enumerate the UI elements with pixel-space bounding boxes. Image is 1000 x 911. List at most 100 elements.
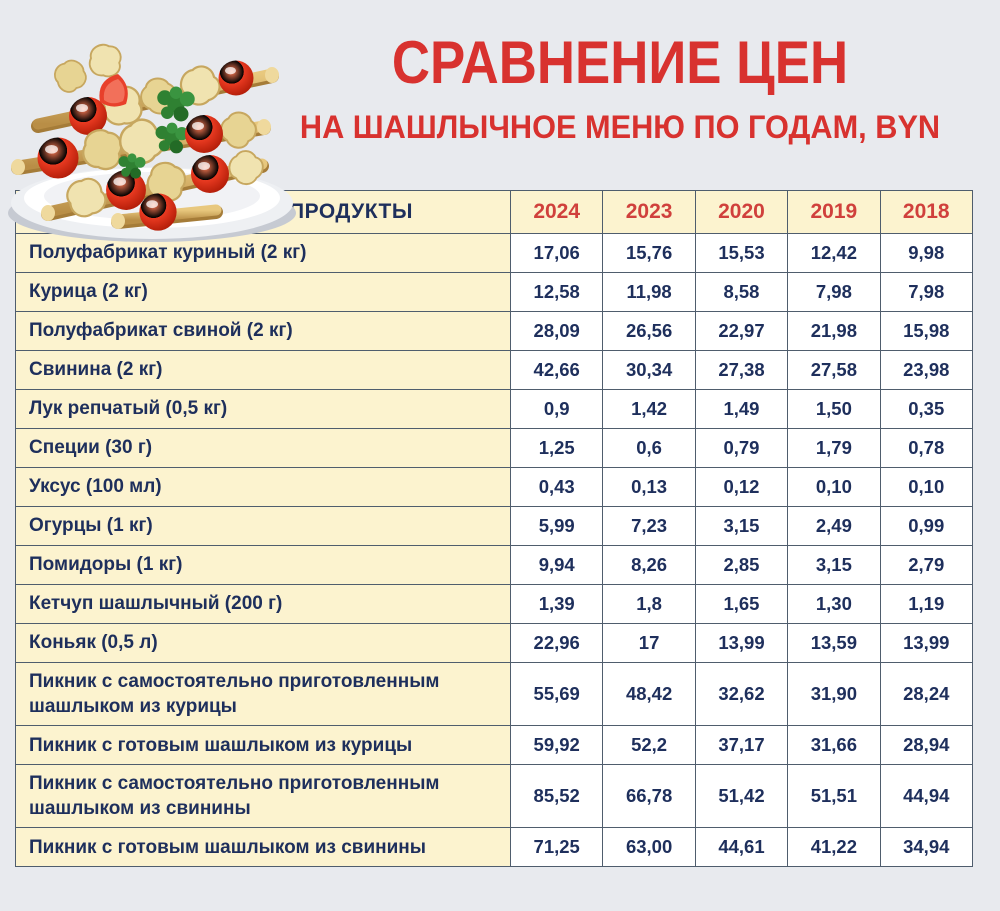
price-cell: 13,99: [694, 623, 789, 663]
price-cell: 31,66: [787, 725, 881, 766]
price-cell: 28,94: [879, 725, 973, 766]
page-subtitle: НА ШАШЛЫЧНОЕ МЕНЮ ПО ГОДАМ, BYN: [299, 109, 941, 145]
price-cell: 21,98: [787, 311, 881, 351]
price-cell: 41,22: [787, 827, 881, 868]
price-cell: 63,00: [602, 827, 696, 868]
price-cell: 0,35: [879, 389, 973, 429]
price-cell: 8,26: [602, 545, 696, 585]
product-cell: Помидоры (1 кг): [15, 545, 511, 585]
price-cell: 15,76: [602, 233, 696, 273]
product-cell: Пикник с самостоятельно приготовленным ш…: [15, 764, 511, 829]
price-cell: 7,98: [879, 272, 973, 312]
price-cell: 37,17: [694, 725, 789, 766]
price-cell: 1,30: [787, 584, 881, 624]
column-header-year-2020: 2020: [694, 190, 789, 234]
product-cell: Пикник с готовым шашлыком из курицы: [15, 725, 511, 766]
price-cell: 11,98: [602, 272, 696, 312]
price-cell: 85,52: [509, 764, 604, 829]
price-cell: 59,92: [509, 725, 604, 766]
product-cell: Огурцы (1 кг): [15, 506, 511, 546]
price-cell: 17: [602, 623, 696, 663]
price-cell: 27,58: [787, 350, 881, 390]
page-title: СРАВНЕНИЕ ЦЕН: [391, 29, 849, 96]
price-cell: 31,90: [787, 661, 881, 727]
table-body: Полуфабрикат куриный (2 кг) 17,06 15,76 15,…: [15, 233, 973, 868]
price-cell: 1,79: [787, 428, 881, 468]
price-cell: 9,98: [879, 233, 973, 273]
table-row: Коньяк (0,5 л) 22,96 17 13,99 13,59 13,99: [15, 623, 973, 663]
price-cell: 28,24: [879, 661, 973, 727]
price-cell: 28,09: [509, 311, 604, 351]
price-cell: 1,50: [787, 389, 881, 429]
column-header-year-2024: 2024: [509, 190, 604, 234]
table-row: Курица (2 кг) 12,58 11,98 8,58 7,98 7,98: [15, 272, 973, 312]
table-row: Огурцы (1 кг) 5,99 7,23 3,15 2,49 0,99: [15, 506, 973, 546]
price-cell: 52,2: [602, 725, 696, 766]
price-cell: 1,39: [509, 584, 604, 624]
price-cell: 1,8: [602, 584, 696, 624]
product-cell: Полуфабрикат куриный (2 кг): [15, 233, 511, 273]
price-cell: 71,25: [509, 827, 604, 868]
product-cell: Уксус (100 мл): [15, 467, 511, 507]
price-cell: 13,99: [879, 623, 973, 663]
price-cell: 3,15: [787, 545, 881, 585]
column-header-year-2018: 2018: [879, 190, 973, 234]
product-cell: Лук репчатый (0,5 кг): [15, 389, 511, 429]
price-cell: 22,97: [694, 311, 789, 351]
price-cell: 5,99: [509, 506, 604, 546]
price-cell: 0,12: [694, 467, 789, 507]
price-comparison-table: ПРОДУКТЫ 2024 2023 2020 2019 2018 Полуфабрика…: [15, 190, 973, 868]
title-block: СРАВНЕНИЕ ЦЕН НА ШАШЛЫЧНОЕ МЕНЮ ПО ГОДАМ…: [250, 28, 990, 146]
price-cell: 30,34: [602, 350, 696, 390]
price-cell: 44,61: [694, 827, 789, 868]
table-row: Полуфабрикат куриный (2 кг) 17,06 15,76 15,…: [15, 233, 973, 273]
price-cell: 12,58: [509, 272, 604, 312]
shashlik-plate-illustration: [8, 40, 296, 242]
price-cell: 1,49: [694, 389, 789, 429]
price-cell: 42,66: [509, 350, 604, 390]
table-row: Специи (30 г) 1,25 0,6 0,79 1,79 0,78: [15, 428, 973, 468]
product-cell: Свинина (2 кг): [15, 350, 511, 390]
product-cell: Полуфабрикат свиной (2 кг): [15, 311, 511, 351]
price-cell: 23,98: [879, 350, 973, 390]
price-cell: 2,85: [694, 545, 789, 585]
price-cell: 44,94: [879, 764, 973, 829]
table-row: Лук репчатый (0,5 кг) 0,9 1,42 1,49 1,50 0,35: [15, 389, 973, 429]
price-cell: 0,79: [694, 428, 789, 468]
price-cell: 51,42: [694, 764, 789, 829]
price-cell: 0,43: [509, 467, 604, 507]
price-cell: 0,99: [879, 506, 973, 546]
price-cell: 0,10: [787, 467, 881, 507]
price-cell: 2,49: [787, 506, 881, 546]
price-cell: 17,06: [509, 233, 604, 273]
price-cell: 0,9: [509, 389, 604, 429]
table-row: Кетчуп шашлычный (200 г) 1,39 1,8 1,65 1,30 1…: [15, 584, 973, 624]
column-header-year-2019: 2019: [787, 190, 881, 234]
table-row: Помидоры (1 кг) 9,94 8,26 2,85 3,15 2,79: [15, 545, 973, 585]
table-row: Полуфабрикат свиной (2 кг) 28,09 26,56 22,9…: [15, 311, 973, 351]
table-row: Уксус (100 мл) 0,43 0,13 0,12 0,10 0,10: [15, 467, 973, 507]
price-cell: 1,65: [694, 584, 789, 624]
table-row: Пикник с самостоятельно приготовленным ш…: [15, 764, 973, 829]
price-cell: 66,78: [602, 764, 696, 829]
product-cell: Коньяк (0,5 л): [15, 623, 511, 663]
price-cell: 15,98: [879, 311, 973, 351]
price-cell: 12,42: [787, 233, 881, 273]
price-cell: 2,79: [879, 545, 973, 585]
price-cell: 13,59: [787, 623, 881, 663]
table-row: Свинина (2 кг) 42,66 30,34 27,38 27,58 23,98: [15, 350, 973, 390]
table-row: Пикник с готовым шашлыком из свинины 71,2…: [15, 827, 973, 868]
price-cell: 3,15: [694, 506, 789, 546]
price-cell: 0,13: [602, 467, 696, 507]
price-cell: 9,94: [509, 545, 604, 585]
price-cell: 7,98: [787, 272, 881, 312]
table-row: Пикник с готовым шашлыком из курицы 59,92…: [15, 725, 973, 766]
price-cell: 48,42: [602, 661, 696, 727]
price-cell: 0,10: [879, 467, 973, 507]
price-cell: 7,23: [602, 506, 696, 546]
price-cell: 34,94: [879, 827, 973, 868]
product-cell: Пикник с готовым шашлыком из свинины: [15, 827, 511, 868]
price-cell: 55,69: [509, 661, 604, 727]
price-cell: 0,6: [602, 428, 696, 468]
